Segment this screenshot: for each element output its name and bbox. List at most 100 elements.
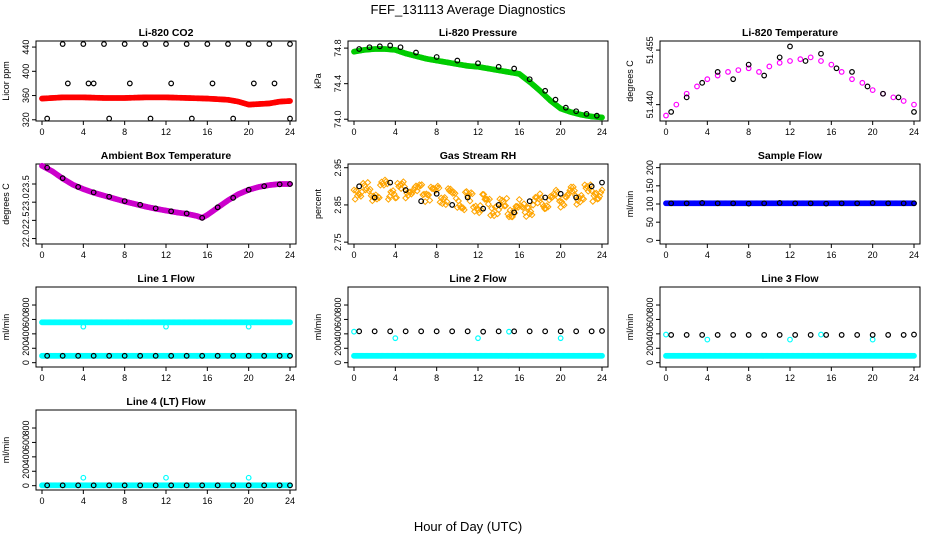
data-point <box>560 201 568 209</box>
series-instantaneous <box>668 331 917 338</box>
data-point <box>911 331 917 338</box>
x-tick-label: 8 <box>122 373 127 383</box>
data-point <box>776 59 783 66</box>
data-point <box>44 164 51 171</box>
data-point <box>44 115 51 122</box>
data-point <box>397 44 404 51</box>
x-tick-label: 12 <box>473 250 483 260</box>
data-point <box>880 90 886 97</box>
panel-frame <box>35 163 297 245</box>
data-point <box>520 200 528 208</box>
x-tick-label: 0 <box>663 373 668 383</box>
data-point <box>126 80 133 87</box>
y-tick-label: 800 <box>21 298 31 313</box>
data-point <box>80 41 87 47</box>
data-point <box>663 112 669 119</box>
data-point <box>580 195 588 203</box>
data-point <box>287 482 293 489</box>
data-point <box>714 72 721 79</box>
data-point <box>287 319 293 326</box>
data-point <box>807 332 814 338</box>
data-point <box>911 101 917 108</box>
series-calibration <box>44 41 293 122</box>
panel-frame <box>35 409 297 491</box>
data-point <box>730 76 737 83</box>
series-outliers <box>80 474 252 481</box>
data-point <box>392 335 399 342</box>
data-point <box>792 200 799 207</box>
panel-title: Line 3 Flow <box>761 273 819 285</box>
data-point <box>449 328 456 335</box>
data-point <box>479 190 487 198</box>
data-point <box>371 328 378 335</box>
x-tick-label: 8 <box>746 250 751 260</box>
panel-frame <box>659 40 921 122</box>
data-point <box>80 474 87 481</box>
data-point <box>818 58 824 64</box>
data-point <box>745 61 752 68</box>
x-tick-label: 4 <box>81 496 86 506</box>
data-point <box>885 200 892 207</box>
x-tick-label: 12 <box>785 127 795 137</box>
data-point <box>230 352 237 359</box>
data-point <box>287 115 293 122</box>
data-point <box>475 209 483 217</box>
data-point <box>261 352 268 359</box>
data-point <box>823 332 830 338</box>
data-point <box>557 190 564 197</box>
data-point <box>454 57 461 64</box>
y-tick-label: 800 <box>645 298 655 313</box>
y-axis-label: degrees C <box>625 60 635 102</box>
data-point <box>137 201 144 208</box>
data-point <box>502 202 510 210</box>
data-point <box>387 179 394 186</box>
series-instantaneous <box>356 179 605 216</box>
x-tick-label: 8 <box>122 250 127 260</box>
data-point <box>526 198 533 205</box>
y-tick-label: 400 <box>21 64 31 79</box>
data-point <box>761 200 768 207</box>
data-point <box>392 194 401 202</box>
data-point <box>458 204 466 212</box>
y-tick-label: 800 <box>21 421 31 436</box>
x-tick-label: 12 <box>161 496 171 506</box>
data-point <box>480 328 487 335</box>
y-tick-label: 74.4 <box>333 75 343 93</box>
figure-xlabel: Hour of Day (UTC) <box>414 519 522 534</box>
data-point <box>441 193 449 202</box>
y-tick-label: 400 <box>333 326 343 341</box>
data-point <box>599 352 605 359</box>
data-point <box>663 331 669 338</box>
data-point <box>90 482 97 489</box>
x-tick-label: 0 <box>663 250 668 260</box>
data-point <box>503 194 511 202</box>
panel-6: Sample Flow ml/min 0 4 8 12 16 20 24 0 50 100 150 200 <box>625 150 921 260</box>
data-point <box>668 332 675 338</box>
x-tick-label: 0 <box>351 127 356 137</box>
data-point <box>356 183 363 190</box>
data-point <box>725 69 731 75</box>
figure-title: FEF_131113 Average Diagnostics <box>370 2 566 17</box>
data-point <box>375 194 383 202</box>
data-point <box>557 335 564 342</box>
data-point <box>500 202 508 210</box>
data-point <box>183 210 190 217</box>
x-tick-label: 20 <box>556 127 566 137</box>
data-point <box>694 83 700 90</box>
data-point <box>287 41 293 47</box>
panel-title: Li-820 CO2 <box>139 27 194 39</box>
data-point <box>838 332 845 338</box>
data-point <box>59 352 66 359</box>
data-point <box>745 332 752 338</box>
data-point <box>683 332 690 338</box>
data-point <box>464 194 471 201</box>
x-tick-label: 12 <box>161 127 171 137</box>
y-tick-label: 2.85 <box>333 196 343 214</box>
data-point <box>383 180 391 188</box>
x-tick-label: 16 <box>826 127 836 137</box>
data-point <box>245 474 252 481</box>
x-tick-label: 16 <box>514 373 524 383</box>
x-tick-label: 24 <box>285 127 295 137</box>
data-point <box>443 198 451 206</box>
x-tick-label: 24 <box>285 373 295 383</box>
